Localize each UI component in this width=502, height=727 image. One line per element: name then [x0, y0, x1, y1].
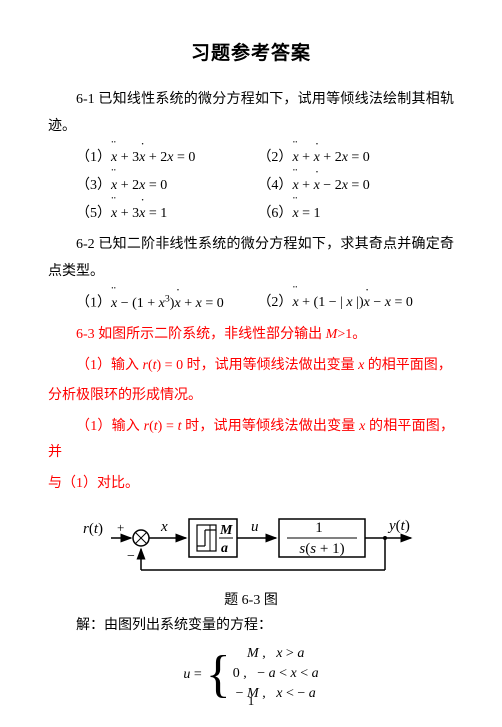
eq-6-1-5: （5）x + 3x = 1 [48, 200, 257, 228]
page-title: 习题参考答案 [48, 38, 454, 65]
problem-6-2-intro: 6-2 已知二阶非线性系统的微分方程如下，求其奇点并确定奇点类型。 [48, 232, 454, 285]
eq-6-1-3: （3）x + 2x = 0 [48, 172, 257, 200]
label-u: u [251, 519, 259, 535]
block-diagram-svg: r(t) + − x M a u [71, 508, 431, 578]
tf-numerator: 1 [315, 520, 323, 536]
problem-6-3-a: 6-3 如图所示二阶系统，非线性部分输出 M>1。 [48, 322, 454, 349]
block-diagram: r(t) + − x M a u [48, 508, 454, 583]
problem-6-3-c: （1）输入 r(t) = t 时，试用等倾线法做出变量 x 的相平面图，并 [48, 414, 454, 467]
pickoff-node-icon [383, 536, 387, 540]
eq-6-2-2: （2）x + (1 − | x |)x − x = 0 [257, 289, 454, 318]
problem-6-3-b: （1）输入 r(t) = 0 时，试用等倾线法做出变量 x 的相平面图， [48, 353, 454, 380]
problem-6-3-c2: 与（1）对比。 [48, 471, 454, 498]
eq-6-1-row3: （5）x + 3x = 1 （6）x = 1 [48, 200, 454, 228]
eq-6-2-1: （1）x − (1 + x3)x + x = 0 [48, 289, 257, 318]
label-y-of-t: y(t) [387, 518, 410, 534]
label-r-of-t: r(t) [83, 521, 103, 537]
label-plus: + [117, 520, 124, 535]
piecewise-case-1: M , x > a [233, 645, 319, 664]
page: 习题参考答案 6-1 已知线性系统的微分方程如下，试用等倾线法绘制其相轨迹。 （… [0, 0, 502, 727]
problem-6-1-intro: 6-1 已知线性系统的微分方程如下，试用等倾线法绘制其相轨迹。 [48, 87, 454, 140]
eq-6-1-row1: （1）x + 3x + 2x = 0 （2）x + x + 2x = 0 [48, 144, 454, 172]
tf-denominator: s(s + 1) [299, 541, 344, 557]
eq-6-2-row: （1）x − (1 + x3)x + x = 0 （2）x + (1 − | x… [48, 289, 454, 318]
solution-intro: 解：由图列出系统变量的方程： [48, 613, 454, 640]
page-number: 1 [0, 693, 502, 709]
label-x: x [160, 519, 168, 535]
relay-icon [197, 525, 216, 551]
eq-6-1-4: （4）x + x − 2x = 0 [257, 172, 454, 200]
eq-6-1-row2: （3）x + 2x = 0 （4）x + x − 2x = 0 [48, 172, 454, 200]
problem-6-3-b2: 分析极限环的形成情况。 [48, 383, 454, 410]
piecewise-case-2: 0 , − a < x < a [233, 665, 319, 684]
piecewise-lhs: u = [183, 667, 201, 683]
label-M: M [219, 523, 233, 538]
label-minus: − [127, 549, 135, 564]
eq-6-1-2: （2）x + x + 2x = 0 [257, 144, 454, 172]
eq-6-1-6: （6）x = 1 [257, 200, 454, 228]
eq-6-1-1: （1）x + 3x + 2x = 0 [48, 144, 257, 172]
label-a: a [221, 541, 228, 556]
figure-caption: 题 6-3 图 [48, 589, 454, 609]
